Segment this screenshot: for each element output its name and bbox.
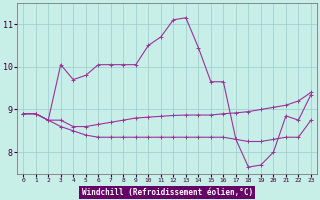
X-axis label: Windchill (Refroidissement éolien,°C): Windchill (Refroidissement éolien,°C) — [82, 188, 253, 197]
